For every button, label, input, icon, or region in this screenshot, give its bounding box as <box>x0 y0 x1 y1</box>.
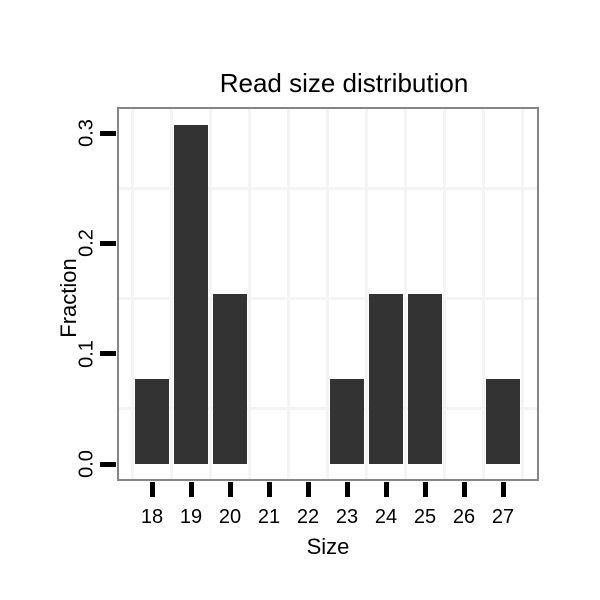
gridline-vertical <box>326 109 329 479</box>
x-tick <box>188 482 194 497</box>
x-axis-title: Size <box>306 534 350 559</box>
bar <box>213 294 247 464</box>
x-tick-label: 21 <box>257 506 281 528</box>
y-tick <box>100 130 116 136</box>
bar <box>408 294 442 464</box>
x-tick <box>227 482 233 497</box>
x-tick <box>461 482 467 497</box>
gridline-vertical <box>482 109 485 479</box>
y-tick <box>100 351 116 357</box>
x-tick <box>266 482 272 497</box>
bar <box>369 294 403 464</box>
bar <box>486 379 520 464</box>
bar <box>330 379 364 464</box>
y-tick-label: 0.2 <box>75 229 98 258</box>
y-tick-label: 0.0 <box>75 450 98 478</box>
x-tick-label: 18 <box>140 506 164 528</box>
x-tick-label: 23 <box>335 506 359 528</box>
y-tick <box>100 461 116 467</box>
gridline-horizontal <box>119 186 537 190</box>
y-tick-label: 0.1 <box>75 339 98 368</box>
gridline-vertical <box>365 109 368 479</box>
x-tick-label: 24 <box>374 506 398 528</box>
y-tick-label: 0.3 <box>75 119 98 147</box>
gridline-vertical <box>209 109 212 479</box>
gridline-vertical <box>287 109 290 479</box>
gridline-vertical <box>170 109 173 479</box>
x-tick <box>149 482 155 497</box>
x-tick-label: 25 <box>413 506 437 528</box>
x-tick <box>422 482 428 497</box>
bar <box>135 379 169 464</box>
gridline-vertical <box>443 109 446 479</box>
gridline-vertical <box>404 109 407 479</box>
gridline-horizontal <box>119 407 537 411</box>
x-tick <box>305 482 311 497</box>
x-tick-label: 20 <box>218 506 242 528</box>
gridline-horizontal <box>119 297 537 300</box>
gridline-vertical <box>521 109 524 479</box>
x-tick-label: 22 <box>296 506 320 528</box>
x-tick <box>383 482 389 497</box>
x-tick <box>344 482 350 497</box>
y-axis-title: Fraction <box>56 258 81 338</box>
x-tick-label: 26 <box>452 506 476 528</box>
x-tick-label: 27 <box>491 506 515 528</box>
x-tick <box>500 482 506 497</box>
plot-panel <box>117 107 539 481</box>
bar <box>174 124 208 464</box>
gridline-vertical <box>248 109 251 479</box>
y-tick <box>100 240 116 246</box>
chart-title: Read size distribution <box>219 68 469 98</box>
x-tick-label: 19 <box>179 506 203 528</box>
gridline-vertical <box>131 109 134 479</box>
